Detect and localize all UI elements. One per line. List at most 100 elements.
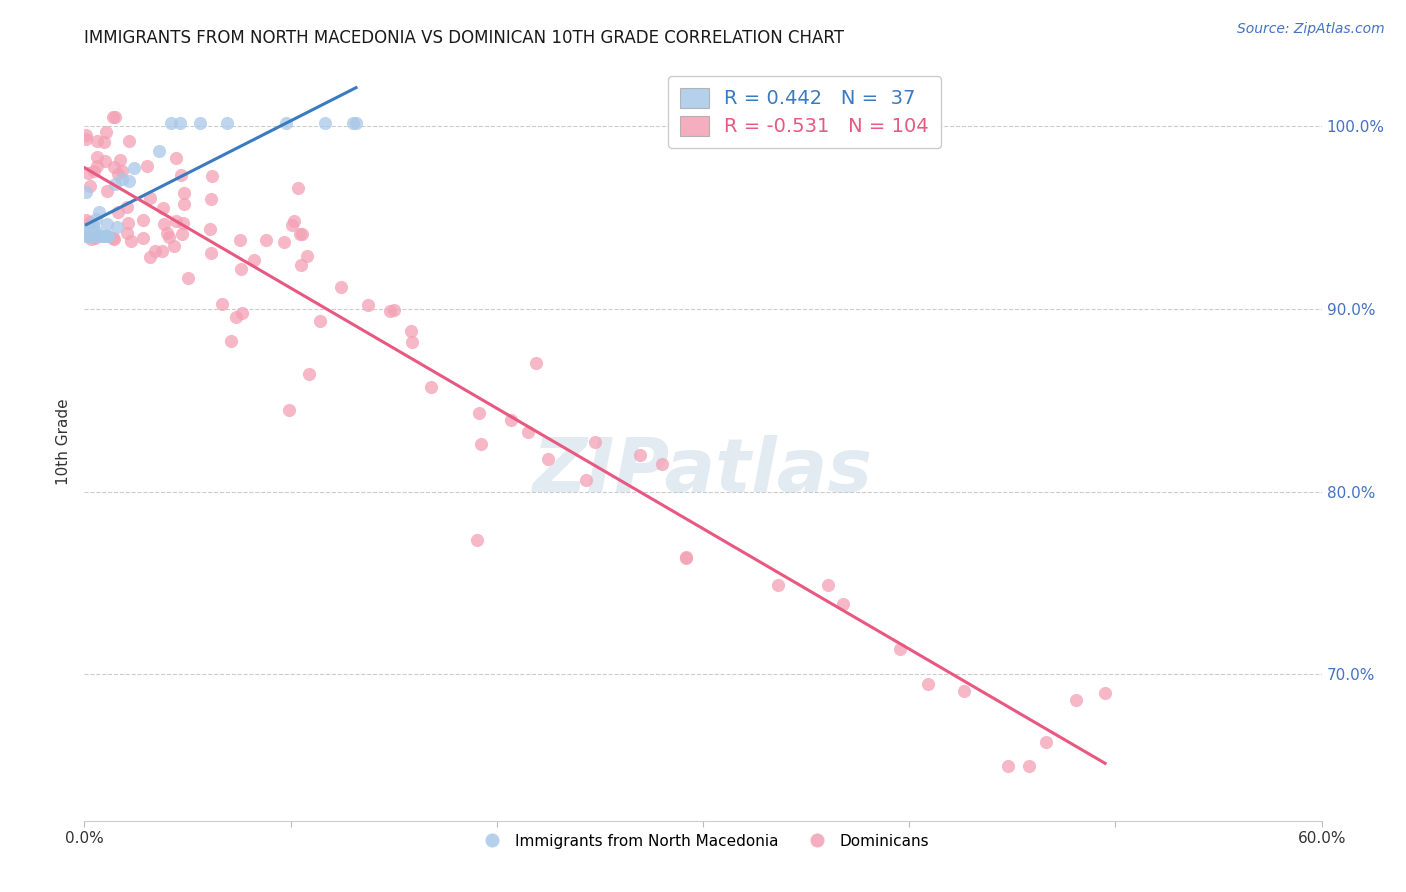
Point [86, 159, 108, 173]
Point [382, 303, 405, 318]
Point [103, 161, 125, 175]
Point [198, 222, 221, 236]
Point [344, 116, 367, 130]
Point [115, 226, 138, 240]
Point [75, 185, 97, 199]
Point [157, 230, 180, 244]
Point [314, 116, 336, 130]
Point [153, 217, 176, 231]
Point [138, 191, 160, 205]
Point [165, 151, 187, 165]
Point [91, 229, 114, 244]
Point [96, 229, 118, 244]
Point [86, 150, 108, 164]
Point [537, 452, 560, 467]
Point [291, 227, 314, 242]
Point [575, 473, 598, 487]
Point [277, 402, 299, 417]
Point [75, 132, 97, 146]
Point [107, 167, 129, 181]
Legend: Immigrants from North Macedonia, Dominicans: Immigrants from North Macedonia, Dominic… [471, 828, 935, 855]
Point [243, 252, 266, 267]
Point [101, 110, 124, 124]
Point [111, 163, 134, 178]
Point [91, 229, 114, 244]
Point [96, 229, 118, 244]
Point [817, 577, 839, 591]
Point [83, 163, 105, 178]
Point [173, 197, 195, 211]
Point [675, 550, 697, 565]
Point [152, 201, 174, 215]
Point [219, 334, 242, 349]
Point [254, 233, 277, 247]
Point [1018, 759, 1040, 773]
Point [150, 244, 173, 258]
Point [111, 172, 134, 186]
Point [172, 216, 194, 230]
Point [356, 298, 378, 312]
Point [83, 231, 105, 245]
Point [96, 184, 118, 198]
Point [118, 134, 141, 148]
Point [201, 169, 224, 183]
Point [952, 683, 974, 698]
Point [889, 642, 911, 657]
Point [75, 221, 97, 235]
Point [117, 174, 139, 188]
Point [103, 232, 125, 246]
Point [79, 220, 101, 235]
Point [117, 200, 139, 214]
Point [84, 224, 107, 238]
Point [468, 406, 491, 420]
Point [89, 205, 111, 219]
Point [101, 230, 124, 244]
Point [79, 178, 101, 193]
Point [287, 181, 309, 195]
Text: Source: ZipAtlas.com: Source: ZipAtlas.com [1237, 22, 1385, 37]
Point [82, 218, 104, 232]
Point [77, 229, 100, 244]
Point [501, 412, 523, 426]
Point [1064, 693, 1087, 707]
Point [79, 229, 101, 244]
Point [105, 219, 128, 234]
Point [135, 159, 157, 173]
Point [77, 166, 100, 180]
Point [200, 192, 222, 206]
Point [120, 235, 142, 249]
Point [148, 145, 170, 159]
Point [401, 334, 423, 349]
Point [75, 213, 97, 227]
Point [281, 218, 304, 232]
Point [766, 577, 789, 591]
Point [290, 227, 312, 241]
Point [104, 110, 127, 124]
Point [79, 229, 101, 244]
Point [156, 226, 179, 240]
Point [110, 153, 132, 168]
Point [628, 448, 651, 462]
Point [229, 233, 252, 247]
Point [465, 533, 488, 548]
Point [143, 244, 166, 258]
Point [231, 261, 253, 276]
Point [169, 116, 191, 130]
Point [997, 759, 1019, 773]
Point [172, 227, 194, 241]
Point [82, 229, 104, 244]
Point [176, 270, 198, 285]
Point [470, 437, 492, 451]
Point [163, 239, 186, 253]
Point [93, 136, 115, 150]
Y-axis label: 10th Grade: 10th Grade [56, 398, 72, 485]
Point [297, 249, 319, 263]
Point [132, 231, 155, 245]
Point [75, 128, 97, 142]
Point [215, 116, 238, 130]
Point [82, 223, 104, 237]
Point [86, 134, 108, 148]
Point [104, 177, 127, 191]
Point [524, 356, 547, 370]
Point [79, 232, 101, 246]
